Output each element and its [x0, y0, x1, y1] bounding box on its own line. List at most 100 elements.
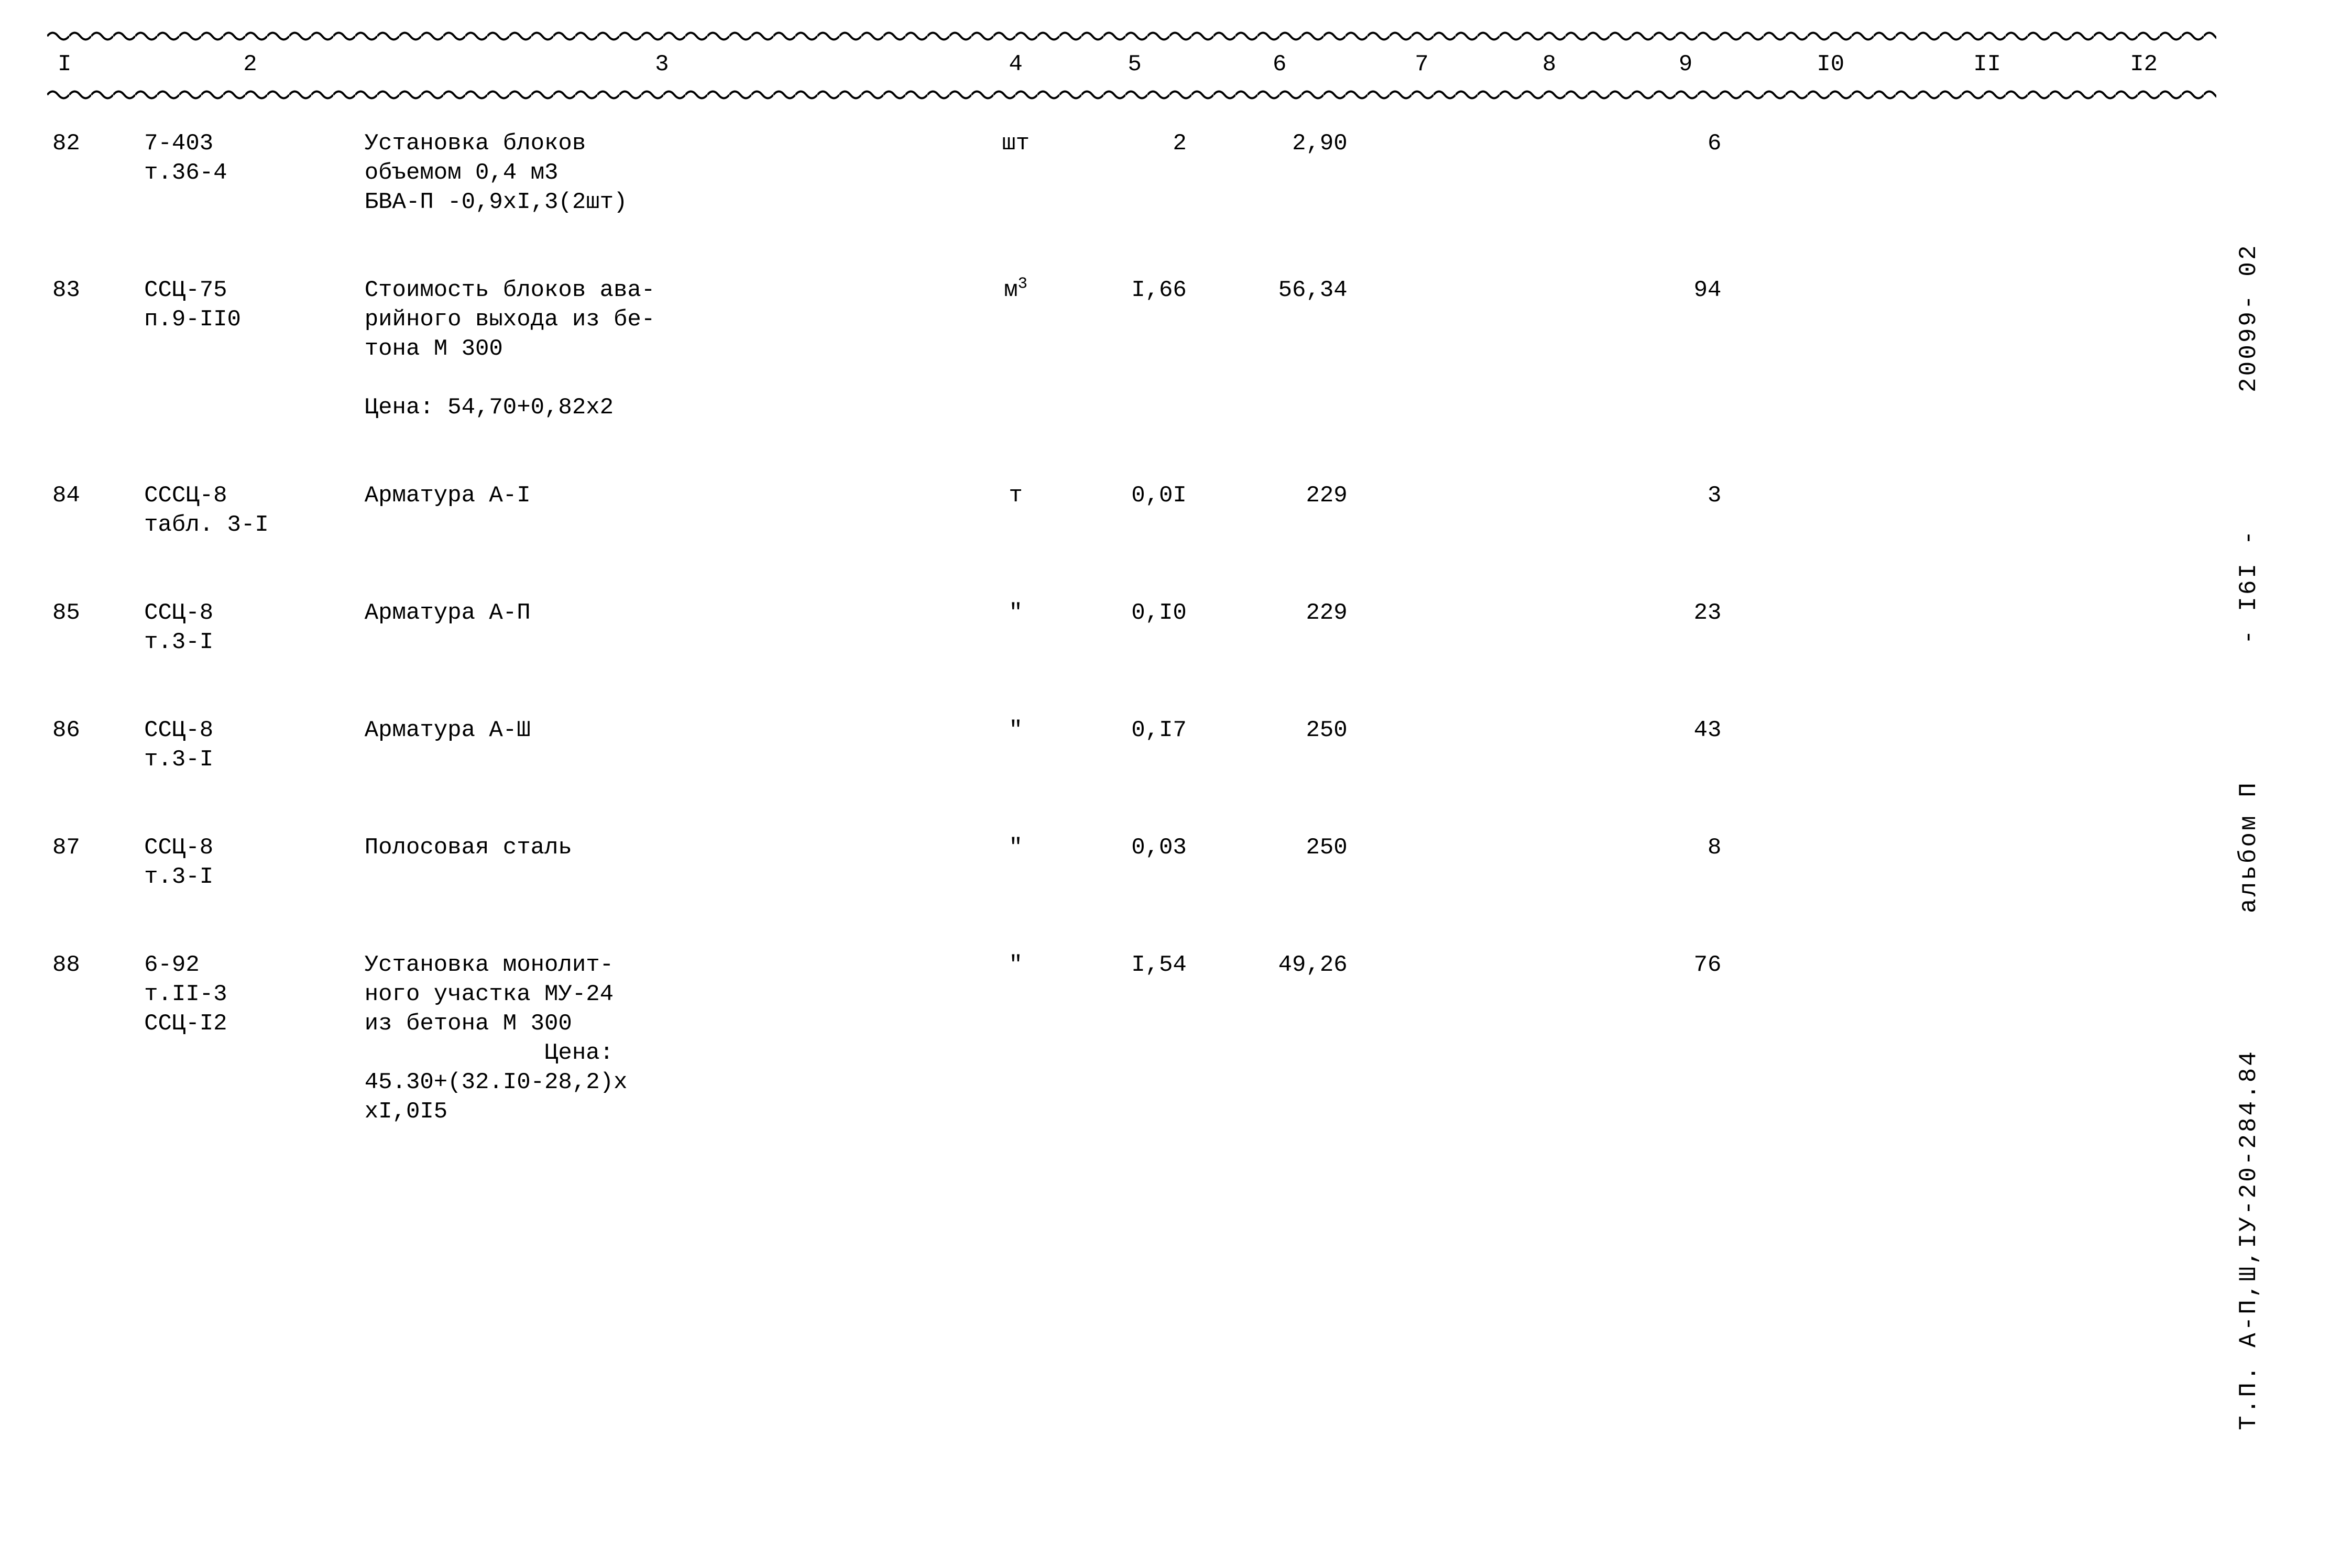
row-col-9: 23: [1613, 569, 1758, 686]
row-col-10: [1758, 452, 1903, 569]
col-header-7: 7: [1358, 41, 1486, 90]
col-header-3: 3: [360, 41, 964, 90]
row-price: 56,34: [1201, 246, 1358, 452]
col-header-1: I: [47, 41, 140, 90]
col-header-8: 8: [1485, 41, 1613, 90]
row-col-9: 3: [1613, 452, 1758, 569]
side-seg-1: Т.П. А-П,Ш,IУ-20-284.84: [2235, 1049, 2263, 1430]
col-header-9: 9: [1613, 41, 1758, 90]
row-quantity: I,66: [1068, 246, 1201, 452]
row-unit: м3: [964, 246, 1068, 452]
row-description: Установка монолит- ного участка МУ-24 из…: [360, 921, 964, 1156]
row-col-7: [1358, 804, 1486, 921]
row-col-8: [1485, 569, 1613, 686]
wavy-border-bottom: [47, 90, 2216, 100]
row-quantity: 0,03: [1068, 804, 1201, 921]
row-col-10: [1758, 686, 1903, 804]
table-row: 83ССЦ-75 п.9-II0Стоимость блоков ава- ри…: [47, 246, 2216, 452]
header-row: I 2 3 4 5 6 7 8 9 I0 II I2: [47, 41, 2216, 90]
col-header-11: II: [1903, 41, 2071, 90]
table-row: 85ССЦ-8 т.3-IАрматура А-П"0,I022923: [47, 569, 2216, 686]
table-row: 87ССЦ-8 т.3-IПолосовая сталь"0,032508: [47, 804, 2216, 921]
row-col-11: [1903, 246, 2071, 452]
row-col-10: [1758, 246, 1903, 452]
row-col-11: [1903, 804, 2071, 921]
row-price: 250: [1201, 686, 1358, 804]
row-quantity: 2: [1068, 100, 1201, 246]
row-index: 86: [47, 686, 140, 804]
row-col-10: [1758, 804, 1903, 921]
row-quantity: 0,0I: [1068, 452, 1201, 569]
col-header-12: I2: [2071, 41, 2216, 90]
row-col-9: 43: [1613, 686, 1758, 804]
row-unit: ": [964, 921, 1068, 1156]
row-index: 83: [47, 246, 140, 452]
row-col-12: [2071, 569, 2216, 686]
row-col-7: [1358, 246, 1486, 452]
row-unit: ": [964, 804, 1068, 921]
side-seg-3: - I6I -: [2235, 529, 2263, 644]
row-col-10: [1758, 569, 1903, 686]
row-col-9: 76: [1613, 921, 1758, 1156]
table-row: 886-92 т.II-3 ССЦ-I2Установка монолит- н…: [47, 921, 2216, 1156]
row-unit: шт: [964, 100, 1068, 246]
col-header-5: 5: [1068, 41, 1201, 90]
row-col-10: [1758, 921, 1903, 1156]
row-col-11: [1903, 569, 2071, 686]
row-col-12: [2071, 100, 2216, 246]
row-col-9: 8: [1613, 804, 1758, 921]
table-row: 86ССЦ-8 т.3-IАрматура А-Ш"0,I725043: [47, 686, 2216, 804]
table-header: I 2 3 4 5 6 7 8 9 I0 II I2: [47, 31, 2216, 100]
row-description: Арматура А-I: [360, 452, 964, 569]
row-col-11: [1903, 452, 2071, 569]
row-price: 229: [1201, 569, 1358, 686]
row-quantity: 0,I0: [1068, 569, 1201, 686]
row-col-7: [1358, 921, 1486, 1156]
row-col-12: [2071, 686, 2216, 804]
row-reference: 7-403 т.36-4: [140, 100, 360, 246]
row-col-7: [1358, 569, 1486, 686]
row-col-7: [1358, 100, 1486, 246]
row-unit: ": [964, 569, 1068, 686]
row-quantity: I,54: [1068, 921, 1201, 1156]
row-price: 250: [1201, 804, 1358, 921]
row-unit: т: [964, 452, 1068, 569]
row-description: Стоимость блоков ава- рийного выхода из …: [360, 246, 964, 452]
row-col-11: [1903, 921, 2071, 1156]
estimate-table: I 2 3 4 5 6 7 8 9 I0 II I2 827-403 т.36-…: [47, 31, 2216, 1156]
row-unit: ": [964, 686, 1068, 804]
row-col-8: [1485, 100, 1613, 246]
row-price: 229: [1201, 452, 1358, 569]
row-col-8: [1485, 246, 1613, 452]
side-seg-2: альбом П: [2235, 781, 2263, 913]
row-col-12: [2071, 804, 2216, 921]
row-price: 49,26: [1201, 921, 1358, 1156]
row-reference: ССЦ-8 т.3-I: [140, 804, 360, 921]
row-description: Арматура А-Ш: [360, 686, 964, 804]
row-reference: СССЦ-8 табл. 3-I: [140, 452, 360, 569]
row-index: 87: [47, 804, 140, 921]
row-description: Арматура А-П: [360, 569, 964, 686]
row-col-10: [1758, 100, 1903, 246]
row-col-12: [2071, 921, 2216, 1156]
col-header-4: 4: [964, 41, 1068, 90]
row-index: 88: [47, 921, 140, 1156]
row-description: Установка блоков объемом 0,4 м3 БВА-П -0…: [360, 100, 964, 246]
row-reference: ССЦ-8 т.3-I: [140, 686, 360, 804]
row-price: 2,90: [1201, 100, 1358, 246]
row-reference: 6-92 т.II-3 ССЦ-I2: [140, 921, 360, 1156]
row-col-8: [1485, 452, 1613, 569]
table-row: 827-403 т.36-4Установка блоков объемом 0…: [47, 100, 2216, 246]
row-index: 82: [47, 100, 140, 246]
row-col-8: [1485, 686, 1613, 804]
row-col-12: [2071, 246, 2216, 452]
row-col-7: [1358, 686, 1486, 804]
wavy-border-top: [47, 31, 2216, 41]
table-body: 827-403 т.36-4Установка блоков объемом 0…: [47, 100, 2216, 1156]
row-col-11: [1903, 686, 2071, 804]
side-seg-4: 20099- 02: [2235, 244, 2263, 392]
row-col-9: 94: [1613, 246, 1758, 452]
side-label: Т.П. А-П,Ш,IУ-20-284.84 альбом П - I6I -…: [2235, 68, 2263, 1430]
row-col-8: [1485, 804, 1613, 921]
row-col-7: [1358, 452, 1486, 569]
